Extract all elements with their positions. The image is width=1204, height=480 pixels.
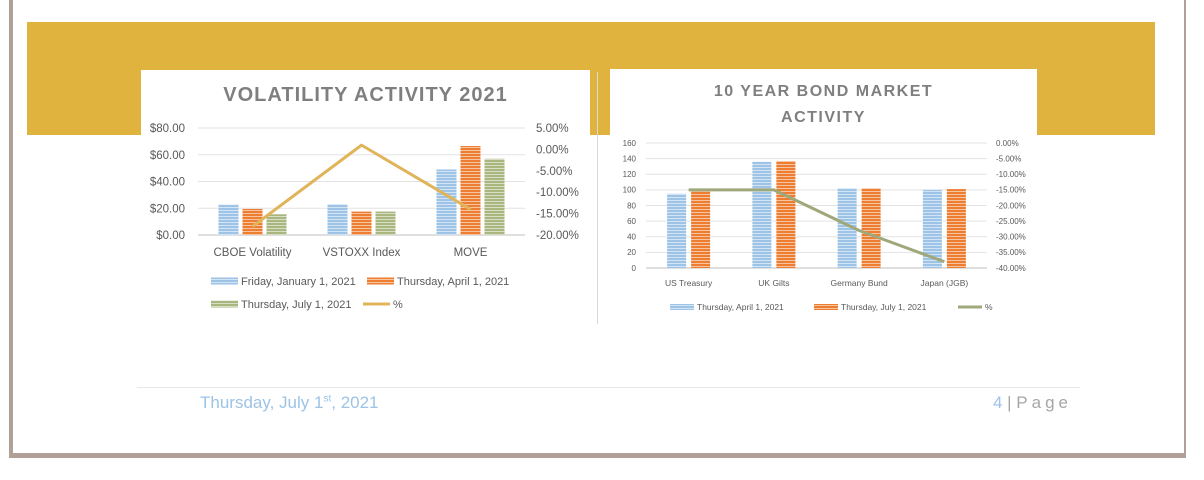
y-tick-label: $20.00	[150, 203, 185, 215]
bar-uk-gilts-series-1	[752, 161, 772, 268]
page-frame	[9, 0, 1186, 458]
footer-rule	[137, 387, 1080, 388]
percent-change-line	[251, 143, 472, 228]
legend-label: Thursday, July 1, 2021	[241, 299, 351, 311]
bar-germany-bund-series-2	[861, 188, 881, 268]
bar-move-series-1	[436, 169, 457, 235]
bar-cboe-volatility-series-2	[242, 208, 263, 235]
y-tick-label: 120	[623, 170, 637, 179]
legend-label: %	[393, 299, 403, 311]
chart-divider	[597, 72, 598, 324]
legend-label: Friday, January 1, 2021	[241, 276, 356, 288]
legend-label: %	[985, 302, 993, 312]
page-number: 4	[992, 393, 1003, 412]
bar-us-treasury-series-1	[667, 193, 687, 268]
y2-tick-label: -10.00%	[536, 187, 579, 199]
y2-tick-label: -25.00%	[996, 217, 1026, 226]
y-tick-label: $0.00	[156, 230, 185, 242]
bond-chart: 0 20 40 60 80 100 120 140 160 -40.00% -35.00% -30.0…	[623, 139, 1026, 312]
y-tick-label: 140	[623, 154, 637, 163]
y2-tick-label: 0.00%	[996, 139, 1019, 148]
legend-label: Thursday, July 1, 2021	[841, 302, 927, 312]
y2-tick-label: -15.00%	[536, 209, 579, 221]
bar-germany-bund-series-1	[837, 188, 857, 268]
x-category-label: Japan (JGB)	[921, 278, 969, 288]
bar-japan-jgb-series-2	[946, 189, 966, 268]
legend-swatch	[814, 304, 838, 310]
legend-swatch	[211, 277, 238, 285]
bond-chart-card: 10 YEAR BOND MARKET ACTIVITY 0 20 40 60 80 10…	[610, 69, 1037, 324]
y-tick-label: 60	[627, 217, 636, 226]
bar-cboe-volatility-series-1	[218, 204, 239, 235]
y2-tick-label: -20.00%	[996, 201, 1026, 210]
y2-tick-label: -15.00%	[996, 186, 1026, 195]
x-category-label: CBOE Volatility	[214, 247, 292, 259]
y2-tick-label: -10.00%	[996, 170, 1026, 179]
bar-vstoxx-index-series-3	[375, 211, 396, 235]
percent-change-line	[688, 188, 945, 264]
bond-chart-title: 10 YEAR BOND MARKET ACTIVITY	[713, 83, 934, 126]
y2-tick-label: -5.00%	[536, 166, 572, 178]
x-category-label: MOVE	[454, 247, 488, 259]
footer-date-year: , 2021	[331, 393, 379, 412]
y-tick-label: 80	[627, 201, 636, 210]
y2-tick-label: -35.00%	[996, 248, 1026, 257]
footer-date-main: Thursday, July 1	[200, 393, 324, 412]
x-category-label: UK Gilts	[758, 278, 789, 288]
y-tick-label: 0	[632, 264, 637, 273]
volatility-chart-card: VOLATILITY ACTIVITY 2021 $0.00 $20.00 $40.…	[141, 70, 590, 325]
volatility-chart-title: VOLATILITY ACTIVITY 2021	[223, 84, 508, 106]
footer-page-number: 4 | Page	[993, 393, 1072, 413]
footer-date: Thursday, July 1st, 2021	[200, 393, 379, 413]
y-tick-label: $80.00	[150, 123, 185, 135]
bar-vstoxx-index-series-1	[327, 204, 348, 235]
volatility-chart: $0.00 $20.00 $40.00 $60.00 $80.00 -20.00% -15.…	[150, 123, 579, 311]
y2-tick-label: 5.00%	[536, 123, 569, 135]
footer-date-suffix: st	[323, 393, 332, 405]
page-separator: |	[1007, 393, 1012, 412]
legend-swatch	[670, 304, 694, 310]
x-category-label: US Treasury	[665, 278, 713, 288]
page-label: Page	[1016, 393, 1072, 412]
x-category-label: Germany Bund	[831, 278, 888, 288]
bar-vstoxx-index-series-2	[351, 211, 372, 235]
y2-tick-label: -20.00%	[536, 230, 579, 242]
bar-us-treasury-series-2	[691, 189, 711, 268]
bar-move-series-2	[460, 146, 481, 235]
y-tick-label: 160	[623, 139, 637, 148]
y-tick-label: 20	[627, 248, 636, 257]
legend-label: Thursday, April 1, 2021	[697, 302, 784, 312]
legend-swatch	[367, 277, 394, 285]
legend-swatch	[211, 300, 238, 308]
y-tick-label: 100	[623, 186, 637, 195]
bar-uk-gilts-series-2	[776, 160, 796, 268]
bar-japan-jgb-series-1	[922, 189, 942, 268]
x-category-label: VSTOXX Index	[323, 247, 401, 259]
bar-move-series-3	[484, 158, 505, 235]
legend-label: Thursday, April 1, 2021	[397, 276, 509, 288]
y2-tick-label: -40.00%	[996, 264, 1026, 273]
y-tick-label: $40.00	[150, 177, 185, 189]
y2-tick-label: -30.00%	[996, 233, 1026, 242]
y2-tick-label: -5.00%	[996, 154, 1021, 163]
y-tick-label: $60.00	[150, 150, 185, 162]
y2-tick-label: 0.00%	[536, 144, 569, 156]
bar-cboe-volatility-series-3	[266, 214, 287, 235]
y-tick-label: 40	[627, 233, 636, 242]
